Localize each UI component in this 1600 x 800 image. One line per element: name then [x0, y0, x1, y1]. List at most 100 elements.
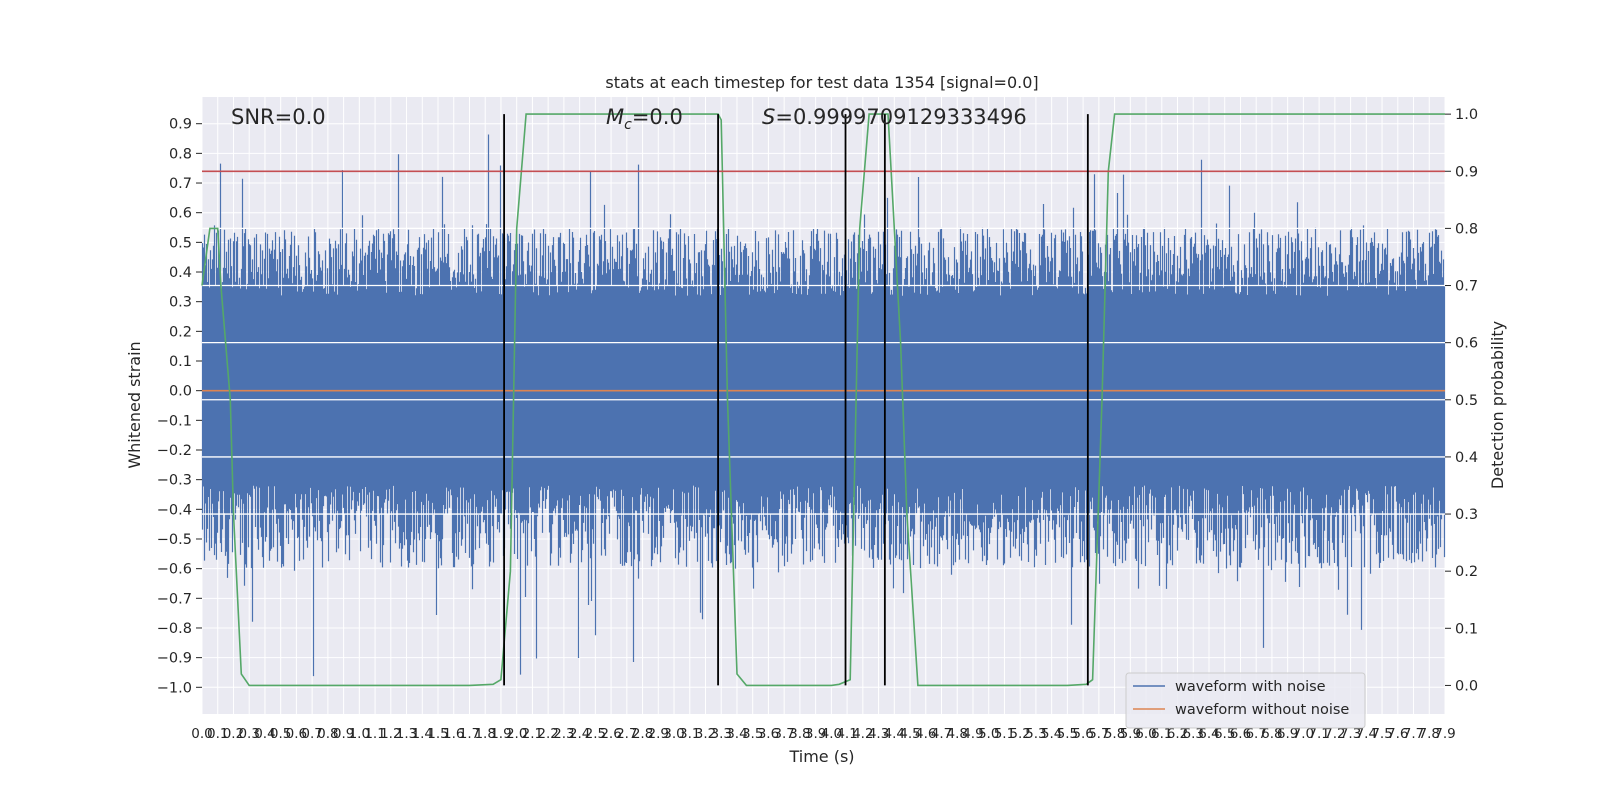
y-tick-label-right: 0.6: [1455, 336, 1478, 352]
x-tick-label: 5.7: [1088, 726, 1109, 742]
y-tick-label-left: −0.2: [157, 443, 192, 459]
y-tick-label-left: −0.4: [157, 502, 192, 518]
x-tick-label: 4.7: [931, 726, 952, 742]
x-tick-label: 2.7: [616, 726, 637, 742]
y-tick-label-left: −0.9: [157, 651, 192, 667]
x-tick-label: 2.8: [632, 726, 653, 742]
y-tick-label-left: −0.1: [157, 413, 192, 429]
y-tick-label-right: 0.1: [1455, 621, 1478, 637]
y-tick-label-right: 1.0: [1455, 107, 1478, 123]
x-tick-label: 4.5: [899, 726, 920, 742]
x-tick-label: 1.0: [349, 726, 370, 742]
y-axis-left-ticks: −1.0 −0.9 −0.8 −0.7 −0.6 −0.5 −0.4 −0.3 −0.2 −0.1…: [157, 117, 202, 696]
x-tick-label: 3.6: [758, 726, 779, 742]
x-tick-label: 6.2: [1167, 726, 1188, 742]
x-tick-label: 4.4: [884, 726, 905, 742]
series-layer: [201, 113, 1446, 687]
x-tick-label: 0.9: [333, 726, 354, 742]
x-tick-label: 7.3: [1340, 726, 1361, 742]
y-tick-label-right: 0.5: [1455, 393, 1478, 409]
x-tick-label: 2.1: [522, 726, 543, 742]
y-tick-label-right: 0.4: [1455, 450, 1478, 466]
annotation-mc-subscript: c: [624, 117, 632, 133]
y-tick-label-left: −0.8: [157, 621, 192, 637]
x-tick-label: 1.5: [427, 726, 448, 742]
y-tick-label-left: 0.6: [169, 206, 192, 222]
x-tick-label: 7.7: [1403, 726, 1424, 742]
annotation-s: S=0.9999709129333496: [762, 105, 1027, 129]
y-tick-label-left: −1.0: [157, 680, 192, 696]
y-tick-label-right: 0.9: [1455, 164, 1478, 180]
x-tick-label: 2.3: [553, 726, 574, 742]
x-tick-label: 1.7: [459, 726, 480, 742]
x-tick-label: 1.2: [380, 726, 401, 742]
x-tick-label: 7.9: [1434, 726, 1455, 742]
y-tick-label-left: 0.9: [169, 117, 192, 133]
chart-title: stats at each timestep for test data 135…: [605, 73, 1038, 92]
y-axis-right-label: Detection probability: [1488, 321, 1507, 489]
y-tick-label-right: 0.8: [1455, 221, 1478, 237]
y-tick-label-left: −0.6: [157, 562, 192, 578]
x-tick-label: 0.0: [191, 726, 212, 742]
x-tick-label: 0.8: [317, 726, 338, 742]
annotation-mc-value: =0.0: [632, 105, 683, 129]
x-tick-label: 7.0: [1293, 726, 1314, 742]
x-tick-label: 4.8: [946, 726, 967, 742]
x-tick-label: 1.1: [364, 726, 385, 742]
x-tick-label: 4.0: [821, 726, 842, 742]
x-tick-label: 6.9: [1277, 726, 1298, 742]
x-tick-label: 3.9: [805, 726, 826, 742]
x-tick-label: 5.0: [978, 726, 999, 742]
x-tick-label: 3.1: [679, 726, 700, 742]
x-tick-label: 5.8: [1104, 726, 1125, 742]
x-tick-label: 6.1: [1151, 726, 1172, 742]
x-tick-label: 1.9: [490, 726, 511, 742]
x-tick-label: 3.3: [710, 726, 731, 742]
x-tick-label: 4.6: [915, 726, 936, 742]
series-detection-probability: [201, 113, 1445, 687]
x-tick-label: 6.5: [1214, 726, 1235, 742]
x-tick-label: 0.5: [270, 726, 291, 742]
x-tick-label: 4.1: [836, 726, 857, 742]
x-axis-label: Time (s): [788, 747, 854, 766]
y-tick-label-left: 0.4: [169, 265, 192, 281]
x-tick-label: 2.5: [585, 726, 606, 742]
x-tick-label: 2.4: [569, 726, 590, 742]
x-tick-label: 4.9: [962, 726, 983, 742]
x-tick-label: 0.1: [207, 726, 228, 742]
y-axis-right-ticks: 0.0 0.1 0.2 0.3 0.4 0.5 0.6 0.7 0.8 0.9 1.0: [1445, 107, 1478, 694]
y-tick-label-left: −0.7: [157, 591, 192, 607]
x-tick-label: 2.9: [648, 726, 669, 742]
x-tick-label: 6.7: [1245, 726, 1266, 742]
x-tick-label: 1.6: [443, 726, 464, 742]
x-tick-label: 7.1: [1308, 726, 1329, 742]
x-tick-label: 7.6: [1387, 726, 1408, 742]
legend-label-without-noise: waveform without noise: [1175, 702, 1349, 718]
y-tick-label-right: 0.3: [1455, 507, 1478, 523]
x-tick-label: 0.6: [286, 726, 307, 742]
y-tick-label-left: −0.5: [157, 532, 192, 548]
y-tick-label-left: 0.1: [169, 354, 192, 370]
x-tick-label: 3.5: [742, 726, 763, 742]
y-tick-label-left: 0.3: [169, 295, 192, 311]
annotation-s-value: =0.9999709129333496: [775, 105, 1026, 129]
x-tick-label: 2.2: [537, 726, 558, 742]
y-tick-label-left: 0.7: [169, 176, 192, 192]
x-tick-label: 0.4: [254, 726, 275, 742]
x-tick-label: 6.0: [1135, 726, 1156, 742]
y-tick-label-right: 0.0: [1455, 678, 1478, 694]
x-tick-label: 7.5: [1371, 726, 1392, 742]
x-tick-label: 3.0: [663, 726, 684, 742]
y-tick-label-left: 0.0: [169, 384, 192, 400]
x-tick-label: 4.2: [852, 726, 873, 742]
x-tick-label: 0.2: [223, 726, 244, 742]
x-tick-label: 1.4: [412, 726, 433, 742]
y-tick-label-right: 0.2: [1455, 564, 1478, 580]
legend-box: [1125, 672, 1366, 729]
annotation-mc-symbol: M: [606, 105, 624, 129]
annotation-mc: Mc=0.0: [606, 105, 683, 133]
x-tick-label: 3.7: [773, 726, 794, 742]
x-tick-label: 2.6: [600, 726, 621, 742]
y-tick-label-left: −0.3: [157, 473, 192, 489]
